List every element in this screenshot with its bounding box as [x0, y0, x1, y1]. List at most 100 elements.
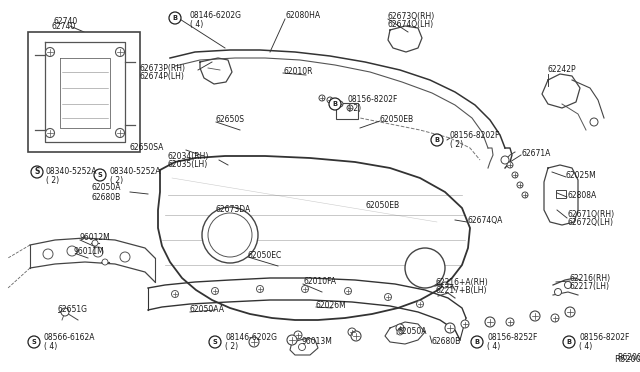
Text: B: B	[333, 101, 337, 107]
Text: 62050AA: 62050AA	[190, 305, 225, 314]
Circle shape	[347, 105, 353, 111]
Text: ( 4): ( 4)	[487, 343, 500, 352]
Text: 62671Q(RH): 62671Q(RH)	[567, 211, 614, 219]
Circle shape	[397, 329, 403, 335]
Text: B: B	[435, 137, 440, 143]
Circle shape	[396, 324, 404, 332]
Circle shape	[554, 289, 561, 295]
Circle shape	[208, 213, 252, 257]
Circle shape	[67, 246, 77, 256]
Text: 62080HA: 62080HA	[285, 12, 320, 20]
Circle shape	[294, 331, 302, 339]
Text: 08156-8202F: 08156-8202F	[579, 334, 629, 343]
Circle shape	[61, 308, 69, 316]
Text: 62050A: 62050A	[397, 327, 426, 337]
Text: 08156-8202F: 08156-8202F	[450, 131, 500, 141]
Text: B: B	[566, 339, 572, 345]
Circle shape	[202, 207, 258, 263]
Circle shape	[94, 169, 106, 181]
Text: 96011M: 96011M	[74, 247, 105, 257]
Circle shape	[344, 288, 351, 295]
Text: B: B	[173, 15, 177, 21]
Circle shape	[512, 172, 518, 178]
Text: 08146-6202G: 08146-6202G	[225, 334, 277, 343]
Text: 62740: 62740	[52, 22, 76, 31]
Text: 62674Q(LH): 62674Q(LH)	[388, 19, 434, 29]
Text: 08340-5252A: 08340-5252A	[110, 167, 161, 176]
Text: 08156-8202F: 08156-8202F	[348, 96, 398, 105]
Text: 96012M: 96012M	[80, 234, 111, 243]
Text: 62050A: 62050A	[92, 183, 122, 192]
Circle shape	[485, 317, 495, 327]
Circle shape	[93, 247, 103, 257]
Circle shape	[551, 314, 559, 322]
Circle shape	[471, 336, 483, 348]
Text: 62034(RH): 62034(RH)	[168, 153, 209, 161]
Text: 62680B: 62680B	[92, 193, 121, 202]
Text: 62217(LH): 62217(LH)	[570, 282, 610, 292]
Text: 62673P(RH): 62673P(RH)	[140, 64, 186, 73]
Text: 08566-6162A: 08566-6162A	[44, 334, 95, 343]
Text: 62010FA: 62010FA	[303, 278, 336, 286]
Text: 62050EB: 62050EB	[365, 201, 399, 209]
Circle shape	[115, 128, 125, 138]
Text: ( 2): ( 2)	[110, 176, 123, 185]
Circle shape	[431, 134, 443, 146]
Text: 62216(RH): 62216(RH)	[570, 273, 611, 282]
Text: 08156-8252F: 08156-8252F	[487, 334, 538, 343]
Circle shape	[517, 182, 523, 188]
Circle shape	[327, 97, 333, 103]
Text: 62010R: 62010R	[283, 67, 312, 77]
Text: 62672Q(LH): 62672Q(LH)	[567, 218, 613, 228]
Text: ( 4): ( 4)	[579, 343, 592, 352]
Circle shape	[501, 156, 509, 164]
Text: 62035(LH): 62035(LH)	[168, 160, 208, 170]
Circle shape	[45, 128, 54, 138]
Text: S: S	[31, 339, 36, 345]
Circle shape	[590, 118, 598, 126]
Circle shape	[564, 282, 572, 289]
Text: 62673Q(RH): 62673Q(RH)	[388, 12, 435, 20]
Text: ( 2): ( 2)	[225, 343, 238, 352]
Circle shape	[249, 337, 259, 347]
Text: 62050EB: 62050EB	[380, 115, 414, 125]
Text: 62050EC: 62050EC	[248, 250, 282, 260]
Text: 08340-5252A: 08340-5252A	[46, 167, 97, 176]
Text: R6200B9: R6200B9	[617, 353, 640, 362]
Text: S: S	[35, 167, 40, 176]
Text: 62650S: 62650S	[216, 115, 245, 125]
Text: 62673DA: 62673DA	[216, 205, 252, 215]
Circle shape	[169, 12, 181, 24]
Text: ( 2): ( 2)	[46, 176, 59, 186]
Circle shape	[405, 248, 445, 288]
Circle shape	[209, 336, 221, 348]
Text: ( 2): ( 2)	[450, 141, 463, 150]
Circle shape	[257, 285, 264, 292]
Text: 96013M: 96013M	[302, 337, 333, 346]
Circle shape	[301, 285, 308, 292]
Circle shape	[337, 101, 343, 107]
Circle shape	[28, 336, 40, 348]
Bar	[336, 103, 358, 119]
Text: 62650SA: 62650SA	[130, 144, 164, 153]
Text: 62026M: 62026M	[316, 301, 347, 310]
Circle shape	[445, 323, 455, 333]
Text: S: S	[98, 172, 102, 178]
Text: 62025M: 62025M	[566, 170, 596, 180]
Circle shape	[287, 335, 297, 345]
Text: 62674P(LH): 62674P(LH)	[140, 71, 185, 80]
Text: 62674QA: 62674QA	[467, 215, 502, 224]
Bar	[556, 190, 566, 198]
Text: ( 4): ( 4)	[190, 19, 204, 29]
Text: 62680B: 62680B	[432, 337, 461, 346]
Circle shape	[385, 294, 392, 301]
Text: 62651G: 62651G	[58, 305, 88, 314]
Circle shape	[507, 162, 513, 168]
Circle shape	[530, 311, 540, 321]
Circle shape	[442, 282, 448, 288]
Circle shape	[348, 328, 356, 336]
Circle shape	[43, 249, 53, 259]
Text: ( 2): ( 2)	[348, 105, 361, 113]
Circle shape	[102, 259, 108, 265]
Circle shape	[506, 318, 514, 326]
